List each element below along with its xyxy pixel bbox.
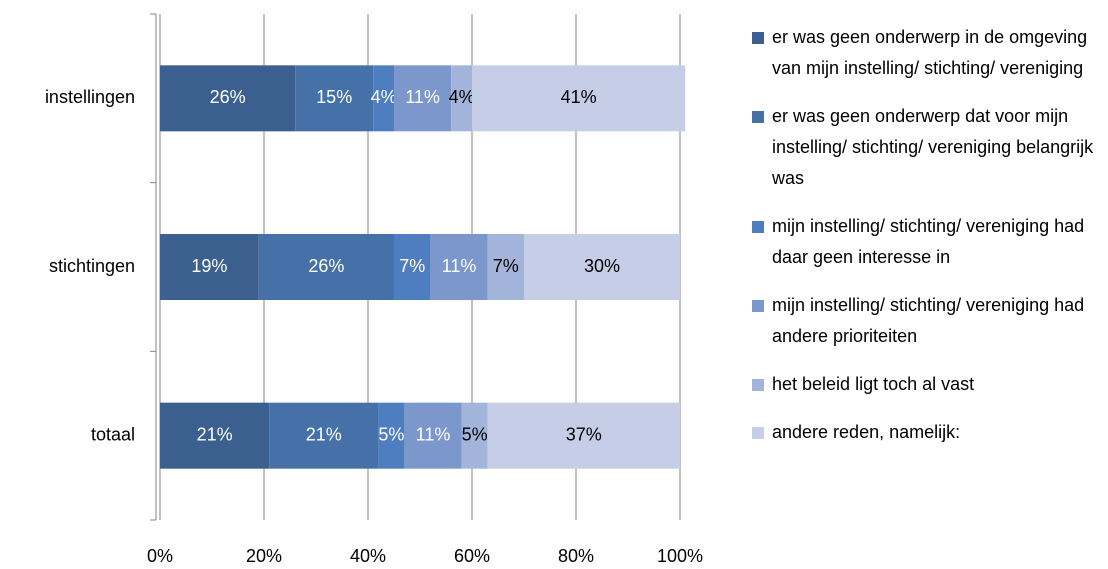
bar-segment [160,402,270,469]
x-tick-label: 40% [350,546,386,566]
bar-segment [472,65,686,132]
x-tick-label: 60% [454,546,490,566]
legend-label: er was geen onderwerp in de omgeving van… [772,27,1088,78]
data-label: 5% [378,424,404,444]
data-label: 26% [210,87,246,107]
bar-segment [451,65,472,132]
legend-label: andere reden, namelijk: [772,422,961,442]
data-label: 11% [416,424,451,444]
legend-swatch [752,111,764,123]
data-label: 4% [371,87,397,107]
legend-entry: mijn instelling/ stichting/ vereniging h… [752,290,1102,352]
bar-segment [404,402,462,469]
data-label: 19% [191,256,227,276]
bar-segment [487,402,680,469]
x-tick-label: 20% [246,546,282,566]
bar-segment [269,402,379,469]
bar-segment [295,65,374,132]
legend-label: er was geen onderwerp dat voor mijn inst… [772,106,1094,188]
legend-swatch [752,427,764,439]
legend-label: mijn instelling/ stichting/ vereniging h… [772,216,1085,267]
legend-swatch [752,300,764,312]
bar-segment [378,402,405,469]
data-label: 26% [308,256,344,276]
x-tick-label: 100% [657,546,703,566]
data-label: 21% [306,424,342,444]
data-label: 11% [442,256,477,276]
data-label: 7% [493,256,519,276]
bar-segment [487,234,524,300]
legend-label: het beleid ligt toch al vast [772,374,975,394]
data-label: 41% [561,87,597,107]
y-tick-label: instellingen [45,87,135,107]
data-label: 37% [566,424,602,444]
data-label: 21% [197,424,233,444]
data-label: 15% [316,87,352,107]
bar-segment [160,234,259,300]
bar-segment [524,234,680,300]
legend-swatch [752,379,764,391]
data-label: 4% [449,87,475,107]
legend-swatch [752,32,764,44]
legend-label: mijn instelling/ stichting/ vereniging h… [772,295,1085,346]
legend-swatch [752,221,764,233]
data-label: 11% [405,87,440,107]
data-label: 5% [462,424,488,444]
bar-segment [160,65,296,132]
bar-segment [461,402,488,469]
data-label: 7% [399,256,425,276]
y-tick-label: totaal [91,424,135,444]
legend-entry: het beleid ligt toch al vast [752,369,1102,400]
y-tick-label: stichtingen [49,256,135,276]
x-tick-label: 0% [147,546,173,566]
legend-entry: mijn instelling/ stichting/ vereniging h… [752,211,1102,273]
bar-segment [373,65,394,132]
chart: 0% 20% 40% 60% 80% 100% instellingen 26% 15% 4% 11… [45,13,703,566]
legend-entry: er was geen onderwerp in de omgeving van… [752,22,1102,84]
bar-segment [258,234,394,300]
x-tick-label: 80% [558,546,594,566]
bar-segment [394,234,431,300]
bar-segment [430,234,488,300]
legend: er was geen onderwerp in de omgeving van… [752,22,1102,448]
bar-segment [394,65,452,132]
legend-entry: er was geen onderwerp dat voor mijn inst… [752,101,1102,194]
legend-entry: andere reden, namelijk: [752,417,1102,448]
data-label: 30% [584,256,620,276]
